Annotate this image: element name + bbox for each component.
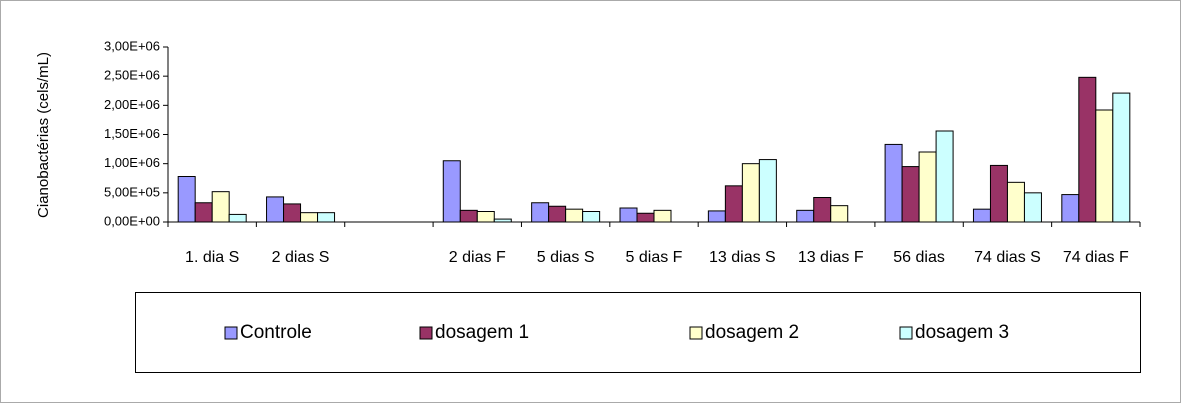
x-tick-label: 13 dias F: [798, 249, 864, 266]
bar: [1061, 194, 1080, 223]
legend-swatch: [419, 326, 433, 340]
bar: [211, 191, 230, 223]
bar: [317, 212, 336, 223]
bar: [918, 151, 937, 223]
bar: [548, 205, 567, 223]
x-tick-label: 74 dias S: [974, 249, 1041, 266]
bar: [1006, 181, 1025, 223]
bar: [830, 205, 849, 223]
y-tick-label: 0,00E+00: [104, 213, 160, 228]
bar: [653, 209, 672, 223]
bar: [1078, 76, 1097, 223]
y-tick-label: 2,50E+06: [104, 68, 160, 83]
y-tick-label: 2,00E+06: [104, 97, 160, 112]
x-tick-label: 1. dia S: [185, 249, 239, 266]
y-tick-label: 5,00E+05: [104, 184, 160, 199]
bar: [619, 207, 638, 223]
x-tick-label: 74 dias F: [1063, 249, 1129, 266]
legend-swatch: [689, 326, 703, 340]
bar: [989, 164, 1008, 223]
legend-swatch: [899, 326, 913, 340]
bar: [758, 159, 777, 223]
bar: [582, 211, 601, 223]
bar: [228, 213, 247, 223]
bar: [724, 185, 743, 223]
x-tick-label: 5 dias S: [537, 249, 595, 266]
legend-label: dosagem 3: [915, 322, 1009, 343]
legend-label: dosagem 2: [705, 322, 799, 343]
bar: [531, 202, 550, 223]
x-tick-label: 2 dias S: [272, 249, 330, 266]
y-tick-label: 1,50E+06: [104, 126, 160, 141]
bar: [972, 208, 991, 223]
bar: [707, 210, 726, 223]
x-tick-label: 2 dias F: [449, 249, 506, 266]
x-tick-label: 13 dias S: [709, 249, 776, 266]
bar: [476, 211, 495, 223]
y-axis-label: Cianobactérias (cels/mL): [35, 52, 52, 218]
bar: [177, 176, 196, 223]
bar: [1023, 192, 1042, 223]
bar: [194, 202, 213, 223]
bar: [565, 208, 584, 223]
bar: [935, 130, 954, 223]
y-tick-label: 1,00E+06: [104, 155, 160, 170]
bar: [884, 143, 903, 223]
bar: [459, 209, 478, 223]
x-tick-label: 56 dias: [893, 249, 945, 266]
legend-box: [135, 292, 1141, 373]
legend-swatch: [224, 326, 238, 340]
bar: [796, 209, 815, 223]
bar: [300, 212, 319, 223]
legend-label: dosagem 1: [435, 322, 529, 343]
bar: [1095, 109, 1114, 223]
bar: [1112, 92, 1131, 223]
bar: [741, 163, 760, 223]
bar: [636, 212, 655, 223]
legend-label: Controle: [240, 322, 312, 343]
bar: [442, 160, 461, 223]
bar: [283, 203, 302, 223]
x-tick-label: 5 dias F: [626, 249, 683, 266]
bar: [266, 196, 285, 223]
bar: [813, 197, 832, 223]
y-tick-label: 3,00E+06: [104, 38, 160, 53]
bar: [901, 166, 920, 223]
